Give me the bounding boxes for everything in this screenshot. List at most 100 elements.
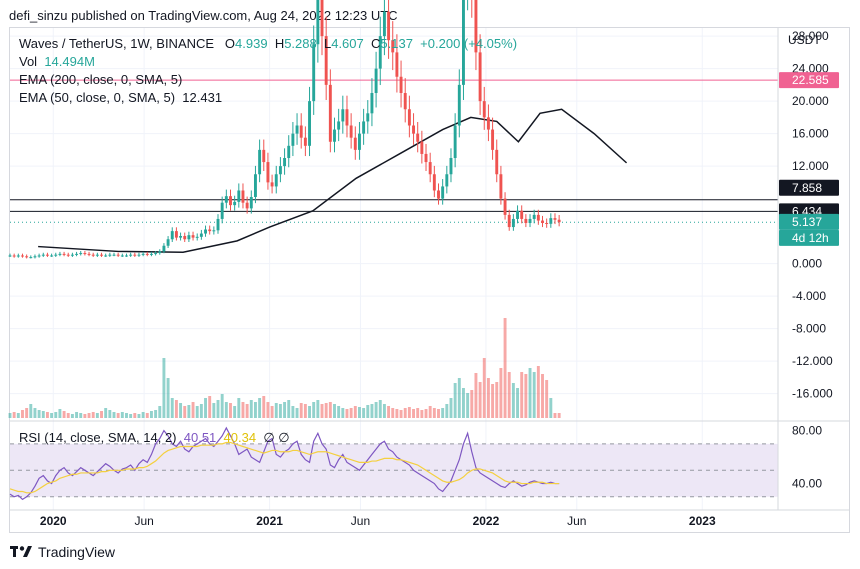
candle-body xyxy=(66,254,70,256)
candle-body xyxy=(253,174,257,197)
volume-bar xyxy=(183,406,187,418)
price-tick-label: 28.000 xyxy=(792,29,829,43)
candle-body xyxy=(370,93,374,114)
candle-body xyxy=(287,145,291,158)
volume-bar xyxy=(191,402,195,418)
volume-bar xyxy=(158,406,162,418)
volume-bar xyxy=(266,402,270,418)
candle-body xyxy=(87,253,91,255)
volume-bar xyxy=(295,408,299,418)
volume-bar xyxy=(108,410,112,418)
volume-bar xyxy=(170,398,174,418)
ema50-path xyxy=(38,108,628,254)
legend-ema200-row: EMA (200, close, 0, SMA, 5) xyxy=(19,72,182,87)
volume-bar xyxy=(41,411,45,418)
volume-bar xyxy=(320,404,324,418)
price-label-box xyxy=(779,72,839,89)
volume-bar xyxy=(466,393,470,418)
rsi-ma-line xyxy=(9,441,560,494)
volume-bar xyxy=(220,394,224,418)
volume-bar xyxy=(249,400,253,418)
volume-bars xyxy=(8,318,561,418)
volume-bar xyxy=(129,414,133,418)
price-tick-label: -12.000 xyxy=(792,354,833,368)
volume-bar xyxy=(303,404,307,418)
brand-name: TradingView xyxy=(38,544,116,560)
legend-rsi-ma-value: 40.34 xyxy=(223,430,257,445)
candle-body xyxy=(16,255,20,257)
candle-body xyxy=(416,133,420,142)
volume-bar xyxy=(120,412,124,418)
volume-bar xyxy=(70,414,74,418)
volume-bar xyxy=(291,406,295,418)
candle-body xyxy=(100,254,103,256)
volume-bar xyxy=(50,413,54,418)
candle-body xyxy=(45,254,49,256)
candle-body xyxy=(366,113,370,122)
candle-body xyxy=(495,149,499,175)
volume-bar xyxy=(116,413,120,418)
grid-lines xyxy=(10,28,778,510)
candle-body xyxy=(316,0,320,45)
candle-body xyxy=(79,253,83,255)
volume-bar xyxy=(328,402,332,418)
candle-body xyxy=(412,125,415,134)
price-label-box xyxy=(779,229,839,246)
volume-bar xyxy=(524,374,528,418)
candle-body xyxy=(241,190,245,203)
tradingview-brand[interactable]: TradingView xyxy=(10,544,115,560)
ema50-line xyxy=(38,108,628,254)
candle-body xyxy=(183,236,187,240)
candle-body xyxy=(328,84,332,142)
candle-body xyxy=(503,198,507,215)
rsi-pane: 80.00 40.00 xyxy=(9,424,822,501)
candle-body xyxy=(116,254,120,256)
candle-body xyxy=(449,158,453,175)
legend-ema50-value: 12.431 xyxy=(182,90,223,105)
volume-bar xyxy=(100,411,103,418)
candle-body xyxy=(95,254,99,256)
candle-body xyxy=(303,137,307,146)
volume-bar xyxy=(37,410,41,418)
volume-bar xyxy=(453,383,457,418)
legend-h-label: H xyxy=(274,36,285,51)
volume-bar xyxy=(428,406,432,418)
candle-body xyxy=(382,11,386,37)
legend-ema200-label: EMA (200, close, 0, SMA, 5) xyxy=(19,72,183,87)
time-tick-label: Jun xyxy=(134,514,153,528)
candle-body xyxy=(337,121,341,130)
volume-bar xyxy=(54,412,58,418)
candle-body xyxy=(308,101,311,146)
legend-h-value: 5.288 xyxy=(284,36,317,51)
volume-bar xyxy=(482,358,486,418)
legend-rsi-label: RSI (14, close, SMA, 14, 2) xyxy=(19,430,177,445)
volume-bar xyxy=(224,402,228,418)
candle-body xyxy=(270,182,274,187)
candle-body xyxy=(29,257,33,259)
volume-bar xyxy=(174,400,178,418)
candle-body xyxy=(233,201,237,206)
volume-bar xyxy=(229,403,232,418)
price-label-text: 5.137 xyxy=(792,215,822,229)
candle-body xyxy=(33,256,37,258)
volume-bar xyxy=(283,402,287,418)
candle-body xyxy=(391,40,395,53)
candle-body xyxy=(462,0,465,85)
candle-body xyxy=(58,253,62,255)
candle-body xyxy=(262,149,266,163)
volume-bar xyxy=(16,413,20,418)
price-tick-label: 12.000 xyxy=(792,159,829,173)
candle-body xyxy=(299,125,303,138)
candle-body xyxy=(8,255,12,257)
candle-body xyxy=(112,254,116,256)
volume-bar xyxy=(199,404,203,418)
volume-bar xyxy=(370,404,374,418)
candle-body xyxy=(320,0,324,37)
volume-bar xyxy=(75,412,79,418)
candle-body xyxy=(216,218,220,231)
legend-rsi-row: RSI (14, close, SMA, 14, 2) 40.51 40.34 … xyxy=(19,430,290,446)
volume-bar xyxy=(445,404,449,418)
candle-body xyxy=(295,125,299,134)
candle-body xyxy=(403,93,407,110)
